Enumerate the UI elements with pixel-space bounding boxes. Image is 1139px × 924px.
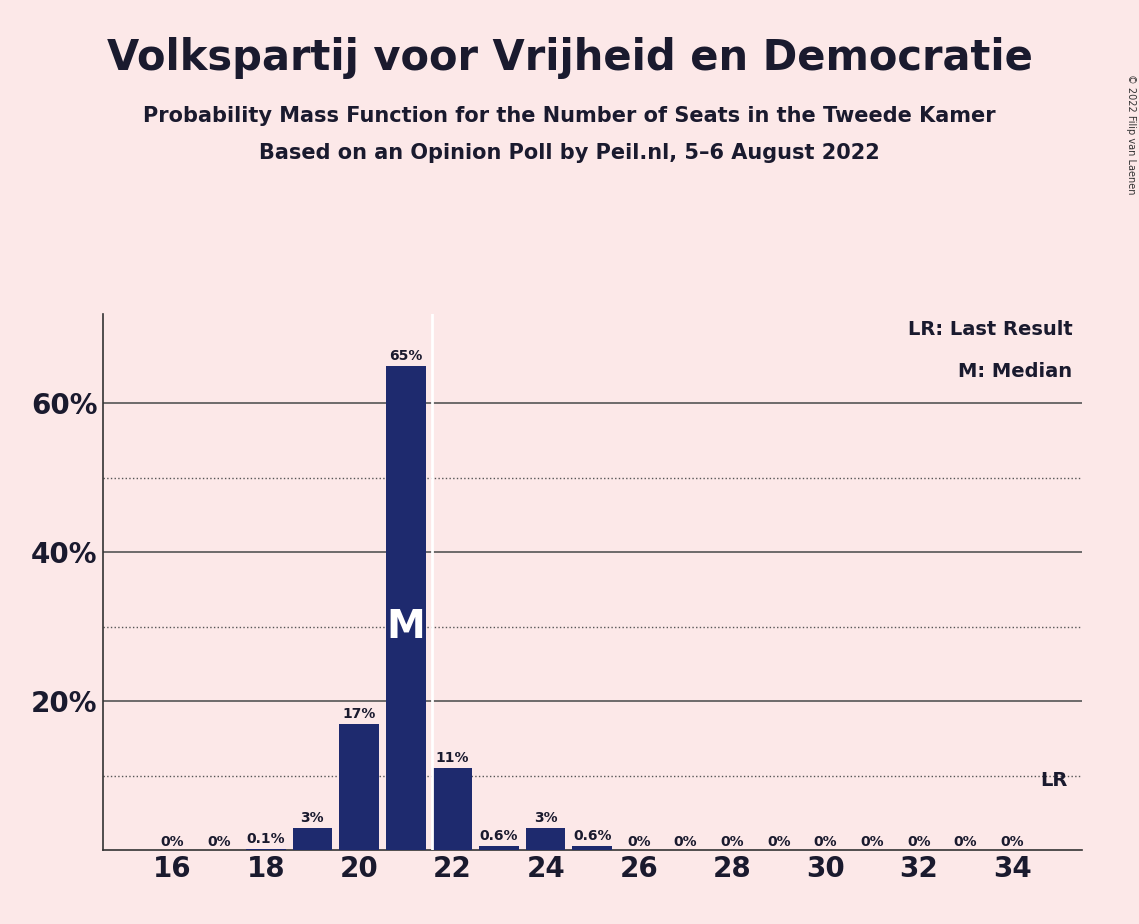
Bar [293, 828, 333, 850]
Text: 0%: 0% [813, 834, 837, 848]
Text: LR: LR [1041, 772, 1068, 790]
Text: 65%: 65% [390, 349, 423, 363]
Bar [433, 768, 473, 850]
Text: 0%: 0% [767, 834, 790, 848]
Text: M: M [386, 608, 425, 646]
Text: LR: Last Result: LR: Last Result [908, 320, 1072, 338]
Text: 0%: 0% [161, 834, 185, 848]
Text: 0.6%: 0.6% [573, 829, 612, 843]
Text: 0%: 0% [207, 834, 231, 848]
Text: 0%: 0% [860, 834, 884, 848]
Text: 0%: 0% [720, 834, 744, 848]
Text: © 2022 Filip van Laenen: © 2022 Filip van Laenen [1126, 74, 1136, 194]
Text: M: Median: M: Median [958, 362, 1072, 382]
Text: Based on an Opinion Poll by Peil.nl, 5–6 August 2022: Based on an Opinion Poll by Peil.nl, 5–6… [260, 143, 879, 164]
Text: 0%: 0% [1000, 834, 1024, 848]
Bar [339, 723, 379, 850]
Bar [573, 845, 612, 850]
Bar [480, 845, 518, 850]
Text: 3%: 3% [301, 810, 325, 825]
Bar [386, 366, 426, 850]
Text: 0%: 0% [628, 834, 650, 848]
Text: Probability Mass Function for the Number of Seats in the Tweede Kamer: Probability Mass Function for the Number… [144, 106, 995, 127]
Text: 0%: 0% [674, 834, 697, 848]
Bar [526, 828, 565, 850]
Text: 17%: 17% [343, 707, 376, 721]
Text: 0%: 0% [907, 834, 931, 848]
Text: 11%: 11% [435, 751, 469, 765]
Text: 0.1%: 0.1% [246, 833, 285, 846]
Text: 0%: 0% [953, 834, 977, 848]
Text: 3%: 3% [534, 810, 557, 825]
Text: 0.6%: 0.6% [480, 829, 518, 843]
Text: Volkspartij voor Vrijheid en Democratie: Volkspartij voor Vrijheid en Democratie [107, 37, 1032, 79]
